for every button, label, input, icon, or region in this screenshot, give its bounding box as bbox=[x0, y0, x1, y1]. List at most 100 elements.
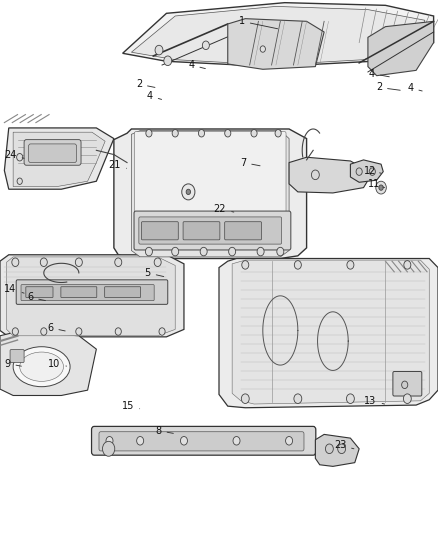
Text: 4: 4 bbox=[369, 69, 389, 78]
Circle shape bbox=[12, 328, 18, 335]
Text: 6: 6 bbox=[47, 323, 65, 333]
Circle shape bbox=[403, 394, 411, 403]
FancyBboxPatch shape bbox=[139, 217, 282, 244]
Circle shape bbox=[182, 184, 195, 200]
Circle shape bbox=[356, 168, 362, 175]
Circle shape bbox=[229, 247, 236, 256]
Circle shape bbox=[225, 130, 231, 137]
Circle shape bbox=[286, 437, 293, 445]
Circle shape bbox=[17, 154, 23, 161]
Circle shape bbox=[325, 444, 333, 454]
FancyBboxPatch shape bbox=[141, 222, 178, 240]
FancyBboxPatch shape bbox=[10, 350, 24, 362]
Polygon shape bbox=[219, 259, 438, 408]
Circle shape bbox=[369, 168, 375, 175]
Ellipse shape bbox=[20, 352, 64, 382]
Circle shape bbox=[115, 328, 121, 335]
Text: 10: 10 bbox=[48, 359, 67, 368]
Circle shape bbox=[146, 130, 152, 137]
Circle shape bbox=[75, 258, 82, 266]
FancyBboxPatch shape bbox=[16, 280, 168, 304]
Circle shape bbox=[137, 437, 144, 445]
Circle shape bbox=[347, 261, 354, 269]
Circle shape bbox=[376, 181, 386, 194]
Circle shape bbox=[242, 261, 249, 269]
Circle shape bbox=[180, 437, 187, 445]
Circle shape bbox=[277, 247, 284, 256]
Circle shape bbox=[15, 354, 18, 358]
Text: 7: 7 bbox=[240, 158, 260, 167]
FancyBboxPatch shape bbox=[61, 287, 97, 297]
Circle shape bbox=[294, 394, 302, 403]
Polygon shape bbox=[131, 6, 425, 65]
Circle shape bbox=[260, 46, 265, 52]
Text: 2: 2 bbox=[136, 79, 155, 89]
FancyBboxPatch shape bbox=[105, 287, 141, 297]
FancyBboxPatch shape bbox=[92, 426, 316, 455]
Text: 11: 11 bbox=[368, 179, 385, 189]
Circle shape bbox=[198, 130, 205, 137]
Circle shape bbox=[145, 247, 152, 256]
Circle shape bbox=[106, 437, 113, 445]
Circle shape bbox=[115, 258, 122, 266]
Text: 4: 4 bbox=[147, 91, 162, 101]
Circle shape bbox=[257, 247, 264, 256]
Circle shape bbox=[294, 261, 301, 269]
Polygon shape bbox=[0, 255, 184, 337]
Circle shape bbox=[40, 258, 47, 266]
Text: 23: 23 bbox=[334, 440, 354, 450]
Polygon shape bbox=[131, 131, 289, 257]
FancyBboxPatch shape bbox=[134, 211, 291, 250]
Text: 13: 13 bbox=[364, 396, 385, 406]
Circle shape bbox=[404, 261, 411, 269]
Circle shape bbox=[346, 394, 354, 403]
Circle shape bbox=[200, 247, 207, 256]
Circle shape bbox=[402, 381, 408, 389]
Text: 6: 6 bbox=[27, 293, 46, 302]
Polygon shape bbox=[7, 257, 175, 336]
Polygon shape bbox=[350, 160, 383, 182]
Circle shape bbox=[241, 394, 249, 403]
FancyBboxPatch shape bbox=[21, 285, 154, 301]
Circle shape bbox=[102, 441, 115, 456]
Circle shape bbox=[164, 56, 172, 66]
Circle shape bbox=[172, 247, 179, 256]
Text: 5: 5 bbox=[145, 268, 164, 278]
Text: 4: 4 bbox=[188, 60, 205, 70]
Circle shape bbox=[17, 178, 22, 184]
Circle shape bbox=[233, 437, 240, 445]
Circle shape bbox=[275, 130, 281, 137]
Polygon shape bbox=[4, 128, 114, 189]
FancyBboxPatch shape bbox=[26, 287, 53, 297]
Polygon shape bbox=[232, 260, 429, 404]
Text: 2: 2 bbox=[376, 83, 400, 92]
Circle shape bbox=[76, 328, 82, 335]
Polygon shape bbox=[368, 21, 434, 76]
Polygon shape bbox=[289, 157, 372, 193]
Ellipse shape bbox=[13, 346, 70, 387]
Circle shape bbox=[172, 130, 178, 137]
Polygon shape bbox=[123, 3, 434, 67]
Circle shape bbox=[41, 328, 47, 335]
Circle shape bbox=[338, 444, 346, 454]
Text: 12: 12 bbox=[364, 166, 381, 175]
Text: 14: 14 bbox=[4, 284, 24, 294]
Text: 9: 9 bbox=[4, 359, 21, 368]
Polygon shape bbox=[0, 332, 96, 395]
FancyBboxPatch shape bbox=[28, 144, 77, 163]
FancyBboxPatch shape bbox=[183, 222, 220, 240]
Circle shape bbox=[311, 170, 319, 180]
Circle shape bbox=[202, 41, 209, 50]
Text: 21: 21 bbox=[109, 160, 127, 170]
Circle shape bbox=[379, 185, 383, 190]
Circle shape bbox=[251, 130, 257, 137]
Circle shape bbox=[186, 189, 191, 195]
Text: 24: 24 bbox=[4, 150, 24, 159]
Text: 4: 4 bbox=[407, 83, 422, 93]
Circle shape bbox=[12, 351, 21, 361]
Polygon shape bbox=[114, 129, 307, 259]
Polygon shape bbox=[13, 132, 105, 187]
Polygon shape bbox=[228, 19, 324, 69]
Text: 1: 1 bbox=[239, 17, 278, 29]
Text: 8: 8 bbox=[155, 426, 173, 435]
